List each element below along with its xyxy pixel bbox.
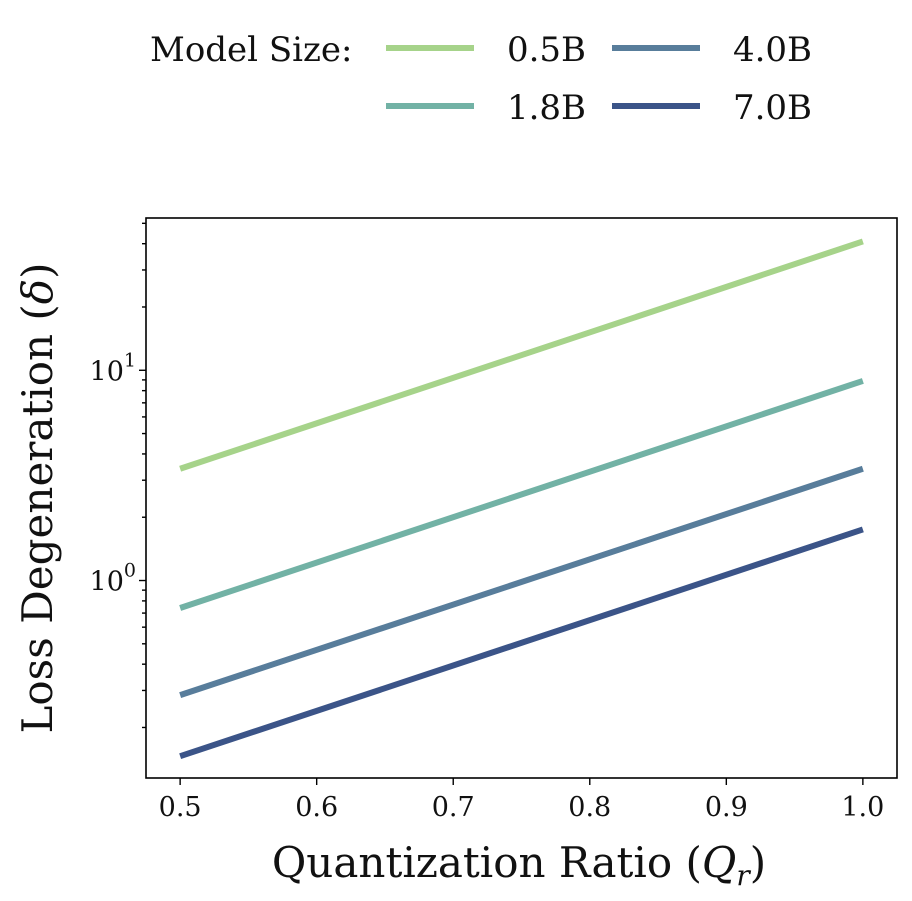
- plot-frame: [145, 217, 898, 779]
- y-tick-label: 100: [90, 560, 136, 598]
- y-axis-label-close: ): [13, 263, 62, 279]
- legend-entry-4-0b: 4.0B: [612, 30, 812, 70]
- x-tick-label: 0.9: [705, 792, 748, 823]
- series-line-4-0b: [179, 465, 864, 698]
- x-tick-label: 0.6: [295, 792, 338, 823]
- series-line-0-5b: [179, 238, 864, 472]
- y-axis-label-symbol: δ: [13, 279, 62, 304]
- legend: Model Size: 0.5B 1.8B 4.0B 7.0B: [150, 30, 812, 128]
- x-tick-label: 0.7: [432, 792, 475, 823]
- x-tick-label: 0.5: [159, 792, 202, 823]
- legend-label: 4.0B: [733, 30, 812, 70]
- x-axis-label-subscript: r: [736, 859, 751, 892]
- y-tick-label: 101: [90, 349, 136, 387]
- legend-entry-7-0b: 7.0B: [612, 88, 812, 128]
- x-axis-label: Quantization Ratio (Qr): [272, 838, 766, 892]
- plot-area: 0.5 0.6 0.7 0.8 0.9 1.0 100 101: [90, 217, 898, 823]
- x-tick-label: 1.0: [841, 792, 884, 823]
- legend-entry-1-8b: 1.8B: [386, 88, 586, 128]
- legend-title: Model Size:: [150, 30, 353, 70]
- x-axis-label-text: Quantization Ratio (: [272, 838, 702, 887]
- y-axis-label: Loss Degeneration (δ): [13, 263, 62, 734]
- x-axis-label-close: ): [750, 838, 766, 887]
- x-axis-label-symbol: Q: [702, 838, 736, 887]
- legend-label: 1.8B: [507, 88, 586, 128]
- legend-label: 7.0B: [733, 88, 812, 128]
- legend-entry-0-5b: 0.5B: [386, 30, 586, 70]
- x-tick-label: 0.8: [568, 792, 611, 823]
- series-line-7-0b: [179, 526, 864, 760]
- legend-label: 0.5B: [507, 30, 586, 70]
- series-line-1-8b: [179, 378, 864, 611]
- y-axis-label-text: Loss Degeneration (: [13, 304, 62, 733]
